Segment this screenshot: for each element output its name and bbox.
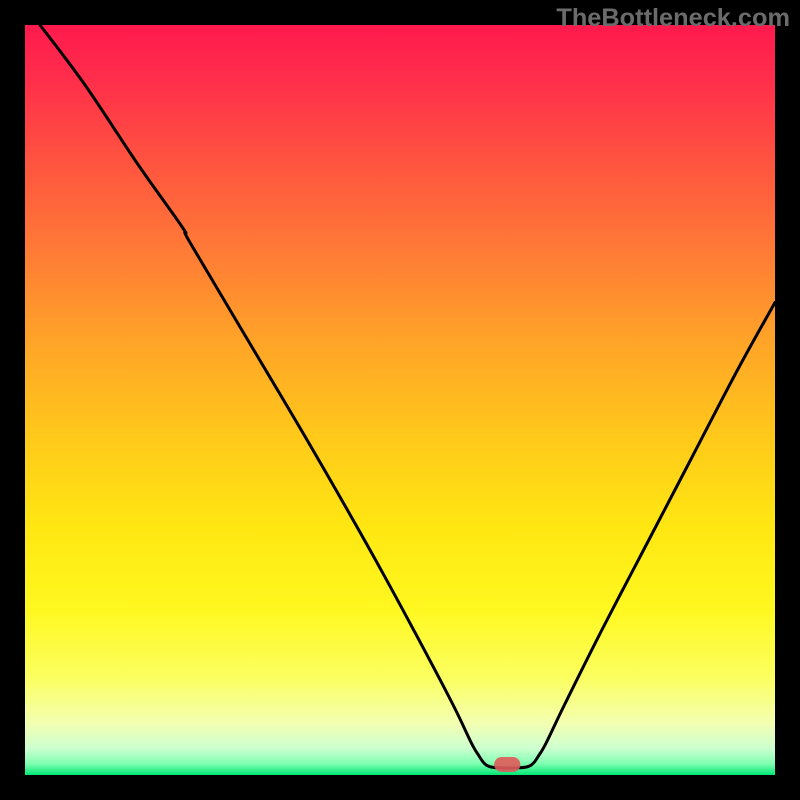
chart-container: TheBottleneck.com — [0, 0, 800, 800]
watermark-text: TheBottleneck.com — [556, 4, 790, 33]
optimum-marker — [494, 757, 520, 772]
bottleneck-chart — [0, 0, 800, 800]
plot-background — [25, 25, 775, 775]
